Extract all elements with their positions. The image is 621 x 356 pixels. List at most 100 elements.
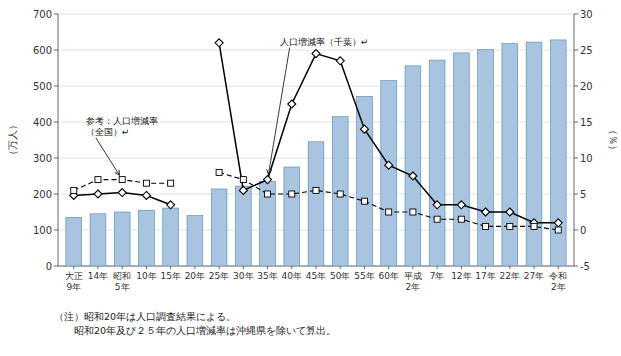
marker <box>361 198 367 204</box>
annotation-arrow <box>268 48 289 175</box>
x-tick-label-line: 2年 <box>551 282 566 292</box>
marker <box>506 208 514 216</box>
x-tick-label: 20年 <box>185 271 205 281</box>
y2-tick-label: 5 <box>580 189 586 200</box>
y2-tick-label: 25 <box>580 45 593 56</box>
x-tick-label-line: 令和 <box>549 271 567 281</box>
x-tick-label: 12年 <box>451 271 471 281</box>
x-tick-label: 15年 <box>160 271 180 281</box>
bar <box>502 44 518 266</box>
y2-tick-label: 0 <box>580 225 586 236</box>
annotations: 人口増減率（千葉）↵参考：人口増減率（全国）↵ <box>86 37 368 176</box>
bar <box>429 60 445 266</box>
x-tick-label-line: 20年 <box>185 271 205 281</box>
marker <box>336 57 344 65</box>
bar <box>526 42 542 266</box>
y-tick <box>54 158 58 159</box>
annotation-arrow <box>96 138 120 176</box>
marker <box>264 176 272 184</box>
y2-axis-line <box>574 14 575 266</box>
x-tick <box>73 266 74 269</box>
x-tick-label-line: 25年 <box>209 271 229 281</box>
x-tick-label: 令和2年 <box>549 271 567 292</box>
x-tick-label: 7年 <box>430 271 445 281</box>
bar <box>453 53 469 266</box>
x-tick-label: 35年 <box>257 271 277 281</box>
bar <box>114 212 130 266</box>
x-tick <box>412 266 413 269</box>
x-tick-label-line: 14年 <box>88 271 108 281</box>
y-tick <box>54 194 58 195</box>
bar <box>405 66 421 266</box>
grid-line <box>58 14 574 15</box>
x-tick-label: 45年 <box>306 271 326 281</box>
y2-tick-label: -5 <box>580 261 590 272</box>
x-tick <box>267 266 268 269</box>
annotation: 参考：人口増減率（全国）↵ <box>86 116 158 137</box>
y-tick <box>54 230 58 231</box>
x-tick-label-line: 45年 <box>306 271 326 281</box>
marker <box>360 125 368 133</box>
x-tick-label-line: 15年 <box>160 271 180 281</box>
x-tick <box>485 266 486 269</box>
chart: 0100200300400500600700-5051015202530（万人）… <box>0 0 621 356</box>
x-tick-label-line: 昭和 <box>113 271 131 281</box>
plot-area <box>66 39 566 266</box>
bar <box>357 96 373 266</box>
marker <box>386 209 392 215</box>
marker <box>457 201 465 209</box>
marker <box>118 189 126 197</box>
bar <box>332 117 348 266</box>
x-tick <box>243 266 244 269</box>
x-tick-label: 27年 <box>524 271 544 281</box>
x-tick <box>364 266 365 269</box>
y2-tick <box>574 266 578 267</box>
y-tick-label: 200 <box>33 189 52 200</box>
axes: 0100200300400500600700-5051015202530 <box>33 9 593 272</box>
marker <box>313 187 319 193</box>
x-tick <box>170 266 171 269</box>
x-tick-label-line: 12年 <box>451 271 471 281</box>
x-tick <box>146 266 147 269</box>
y2-tick <box>574 86 578 87</box>
x-tick <box>509 266 510 269</box>
bar <box>235 186 251 266</box>
marker <box>95 177 101 183</box>
x-tick-label: 17年 <box>475 271 495 281</box>
x-tick <box>291 266 292 269</box>
y-axis-line <box>58 14 59 266</box>
marker <box>143 180 149 186</box>
bar <box>66 217 82 266</box>
marker <box>482 208 490 216</box>
x-tick-label: 25年 <box>209 271 229 281</box>
marker <box>410 209 416 215</box>
marker <box>385 161 393 169</box>
x-tick-label-line: 40年 <box>282 271 302 281</box>
marker <box>434 216 440 222</box>
bar <box>478 50 494 266</box>
x-tick <box>316 266 317 269</box>
marker <box>409 172 417 180</box>
x-ticks: 大正9年14年昭和5年10年15年20年25年30年35年40年45年50年55… <box>65 266 568 292</box>
y-tick <box>54 86 58 87</box>
marker <box>119 177 125 183</box>
x-tick-label-line: 60年 <box>378 271 398 281</box>
marker <box>554 219 562 227</box>
x-tick-label: 55年 <box>354 271 374 281</box>
x-tick <box>194 266 195 269</box>
y-tick-label: 0 <box>46 261 52 272</box>
marker <box>265 191 271 197</box>
x-tick-label-line: 9年 <box>66 282 81 292</box>
y-tick <box>54 122 58 123</box>
marker <box>167 201 175 209</box>
x-tick <box>534 266 535 269</box>
bar <box>550 40 566 266</box>
marker <box>168 180 174 186</box>
x-tick-label-line: 22年 <box>500 271 520 281</box>
x-tick-label: 50年 <box>330 271 350 281</box>
marker <box>433 201 441 209</box>
x-tick <box>97 266 98 269</box>
x-tick <box>122 266 123 269</box>
note: 昭和20年及び２５年の人口増減率は沖縄県を除いて算出。 <box>54 325 336 336</box>
annotation-line: 参考：人口増減率 <box>86 116 158 126</box>
